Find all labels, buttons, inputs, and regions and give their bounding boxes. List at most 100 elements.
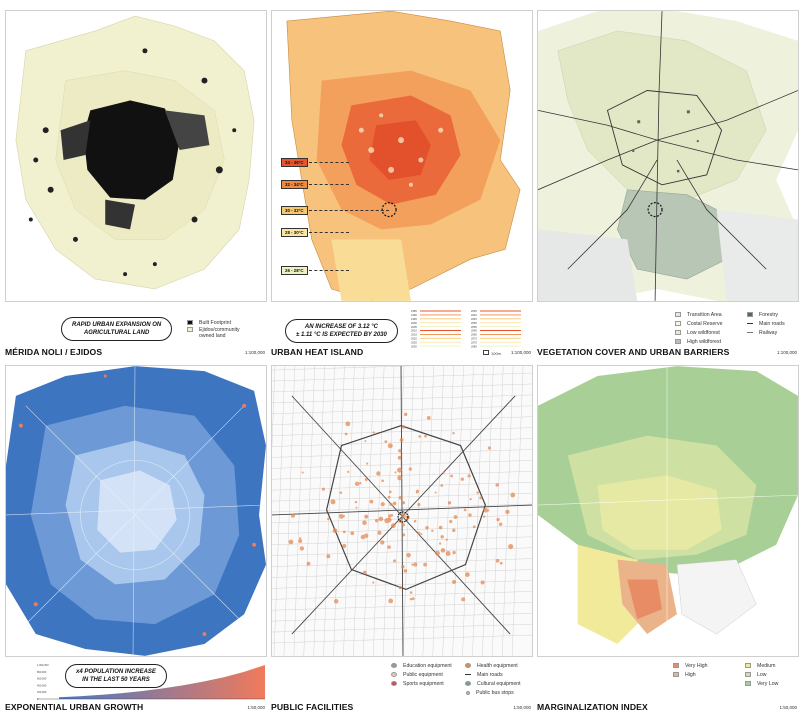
- noli-callout-line2: AGRICULTURAL LAND: [83, 330, 150, 336]
- temp-badge-3: 30 - 32°C: [281, 206, 308, 215]
- heat-title: URBAN HEAT ISLAND: [271, 347, 364, 357]
- temp-line: [309, 162, 349, 163]
- year-label: 2005: [411, 325, 417, 329]
- swatch-medium: [745, 663, 751, 668]
- temp-badge-2: 32 - 34°C: [281, 180, 308, 189]
- growth-callout: x4 POPULATION INCREASE IN THE LAST 50 YE…: [65, 664, 167, 688]
- temp-line: [309, 232, 349, 233]
- heat-unit-note: 100m: [483, 350, 501, 356]
- growth-title: EXPONENTIAL URBAN GROWTH: [5, 702, 144, 712]
- year-label: 2080: [471, 344, 477, 348]
- marginal-scale: 1:50,000: [779, 705, 797, 710]
- swatch-sports: [391, 681, 397, 686]
- growth-callout-line2: IN THE LAST 50 YEARS: [82, 677, 150, 683]
- map-vegetation[interactable]: [537, 10, 799, 302]
- swatch-cultural: [465, 681, 471, 686]
- swatch-public: [391, 672, 397, 677]
- swatch-costal: [675, 321, 681, 326]
- vegetation-legend-right: Forestry Main roads Railway: [747, 310, 785, 337]
- noli-map-svg: [6, 11, 266, 301]
- temp-line: [309, 184, 349, 185]
- marginal-title: MARGINALIZATION INDEX: [537, 702, 648, 712]
- facilities-legend-right: Health equipment Main roads Cultural equ…: [465, 661, 521, 697]
- y-tick-label: 600,000: [37, 677, 47, 681]
- swatch-high-wildforest: [675, 339, 681, 344]
- year-label: 2010: [411, 329, 417, 333]
- heat-scale: 1:100,000: [510, 350, 531, 355]
- heat-map-svg: [272, 11, 532, 301]
- panel-noli: RAPID URBAN EXPANSION ON AGRICULTURAL LA…: [5, 10, 267, 370]
- y-tick-label: 400,000: [37, 683, 47, 687]
- map-noli[interactable]: [5, 10, 267, 302]
- marginal-legend-left: Very High High: [673, 661, 708, 679]
- year-label: 2015: [411, 333, 417, 337]
- bus-stop-icon: [466, 690, 470, 695]
- noli-swatch-built: [187, 320, 193, 325]
- map-heat[interactable]: [271, 10, 533, 302]
- growth-map-svg: [6, 366, 266, 656]
- panel-marginal: Very High High Medium Low Very Low MARGI…: [537, 365, 799, 725]
- growth-area: [59, 665, 265, 699]
- panel-growth: 1,000,000 800,000 600,000 400,000 200,000 0 x…: [5, 365, 267, 725]
- marginal-map-svg: [538, 366, 798, 656]
- temp-line: [309, 270, 349, 271]
- facilities-title: PUBLIC FACILITIES: [271, 702, 354, 712]
- y-tick-label: 800,000: [37, 670, 47, 674]
- noli-swatch-ejido: [187, 327, 193, 332]
- year-label: 1985: [411, 309, 417, 313]
- year-label: 2075: [471, 340, 477, 344]
- swatch-health: [465, 663, 471, 668]
- main-road-icon: [465, 674, 471, 675]
- swatch-low: [745, 672, 751, 677]
- swatch-transition: [675, 312, 681, 317]
- temp-line: [309, 210, 389, 211]
- noli-legend-item: Built Footprint: [187, 318, 247, 327]
- noli-legend-item: Ejidos/community owned land: [187, 327, 247, 339]
- heat-callout-line2: ± 1.11 °C IS EXPECTED BY 2030: [296, 332, 387, 338]
- map-growth[interactable]: [5, 365, 267, 657]
- swatch-very-high: [673, 663, 679, 668]
- swatch-education: [391, 663, 397, 668]
- noli-scale: 1:100,000: [244, 350, 265, 355]
- growth-callout-line1: x4 POPULATION INCREASE: [76, 669, 156, 675]
- temp-badge-4: 28 - 30°C: [281, 228, 308, 237]
- year-label: 2030: [411, 344, 417, 348]
- swatch-high: [673, 672, 679, 677]
- facilities-scale: 1:50,000: [513, 705, 531, 710]
- year-label: 1990: [411, 313, 417, 317]
- main-road-icon: [747, 323, 753, 324]
- year-label: 2045: [471, 317, 477, 321]
- vegetation-title: VEGETATION COVER AND URBAN BARRIERS: [537, 347, 730, 357]
- map-marginal[interactable]: [537, 365, 799, 657]
- temp-badge-1: 34 - 36°C: [281, 158, 308, 167]
- noli-legend: Built Footprint Ejidos/community owned l…: [187, 318, 247, 339]
- year-label: 2050: [471, 321, 477, 325]
- year-label: 2040: [471, 313, 477, 317]
- year-label: 2065: [471, 333, 477, 337]
- noli-title: MÉRIDA NOLI / EJIDOS: [5, 347, 103, 357]
- y-tick-label: 200,000: [37, 690, 47, 694]
- heat-year-chart: 1985199019952000200520102015202020252030…: [411, 309, 521, 348]
- year-label: 2070: [471, 337, 477, 341]
- noli-callout-line1: RAPID URBAN EXPANSION ON: [72, 322, 162, 328]
- vegetation-map-svg: [538, 11, 798, 301]
- y-tick-label: 1,000,000: [37, 663, 49, 667]
- year-label: 1995: [411, 317, 417, 321]
- map-facilities[interactable]: [271, 365, 533, 657]
- swatch-forestry: [747, 312, 753, 317]
- facilities-legend-left: Education equipment Public equipment Spo…: [391, 661, 452, 688]
- heat-callout-line1: AN INCREASE OF 3.12 °C: [304, 324, 378, 330]
- noli-callout: RAPID URBAN EXPANSION ON AGRICULTURAL LA…: [61, 317, 173, 341]
- vegetation-legend-left: Transition Area Costal Reserve Low wildf…: [675, 310, 722, 346]
- railway-icon: [747, 332, 753, 333]
- facilities-map-svg: [272, 366, 532, 656]
- growth-scale: 1:50,000: [247, 705, 265, 710]
- swatch-very-low: [745, 681, 751, 686]
- year-label: 2060: [471, 329, 477, 333]
- swatch-low-wildforest: [675, 330, 681, 335]
- panel-heat: 34 - 36°C 32 - 34°C 30 - 32°C 28 - 30°C …: [271, 10, 533, 370]
- marginal-legend-right: Medium Low Very Low: [745, 661, 778, 688]
- temp-badge-5: 26 - 28°C: [281, 266, 308, 275]
- year-label: 2000: [411, 321, 417, 325]
